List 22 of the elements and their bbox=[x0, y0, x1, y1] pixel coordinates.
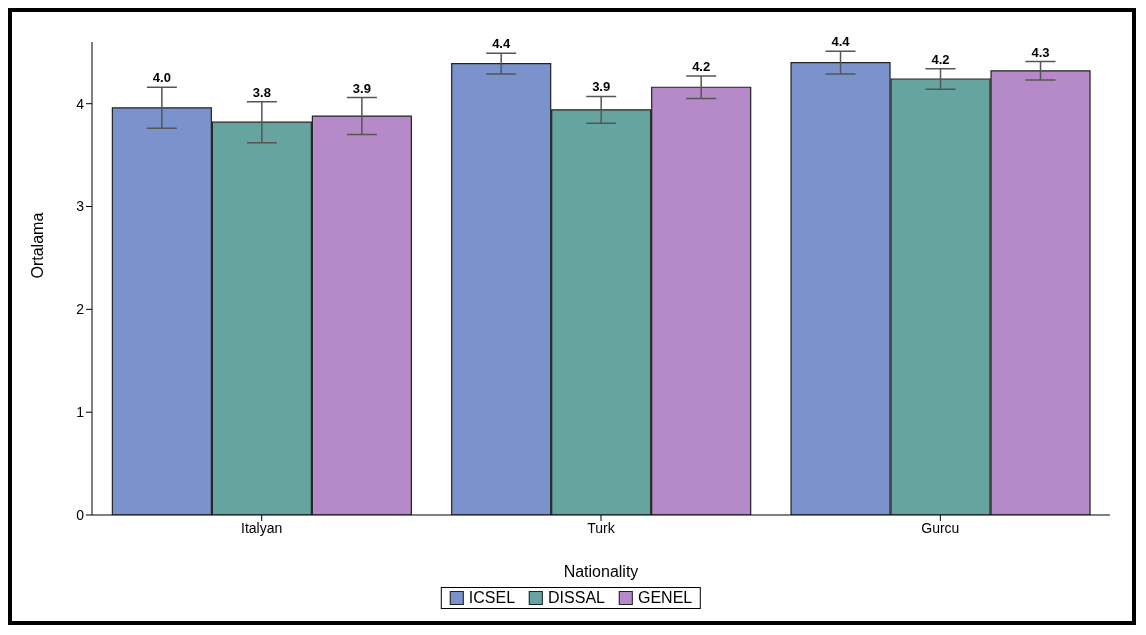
data-label: 3.9 bbox=[352, 80, 371, 96]
y-tick-label: 4 bbox=[76, 95, 85, 112]
data-label: 4.0 bbox=[152, 70, 171, 86]
data-label: 4.2 bbox=[692, 58, 711, 74]
legend-label: ICSEL bbox=[468, 588, 516, 608]
legend-label: GENEL bbox=[637, 588, 693, 608]
y-tick-label: 2 bbox=[76, 301, 85, 318]
data-label: 3.9 bbox=[592, 79, 611, 95]
y-tick-label: 3 bbox=[76, 198, 85, 215]
x-tick-label: Turk bbox=[587, 519, 616, 536]
data-label: 4.2 bbox=[931, 51, 950, 67]
x-tick-label: Italyan bbox=[241, 519, 283, 536]
data-label: 4.4 bbox=[492, 36, 511, 52]
x-tick-label: Gurcu bbox=[921, 519, 960, 536]
y-axis-title: Ortalama bbox=[28, 212, 46, 279]
data-label: 4.3 bbox=[1031, 44, 1050, 60]
legend-label: DISSAL bbox=[548, 588, 605, 608]
x-axis-title: Nationality bbox=[563, 563, 639, 580]
data-label: 4.4 bbox=[831, 34, 851, 50]
y-tick-label: 1 bbox=[76, 404, 85, 421]
data-label: 3.8 bbox=[252, 84, 271, 100]
y-tick-label: 0 bbox=[76, 506, 85, 523]
